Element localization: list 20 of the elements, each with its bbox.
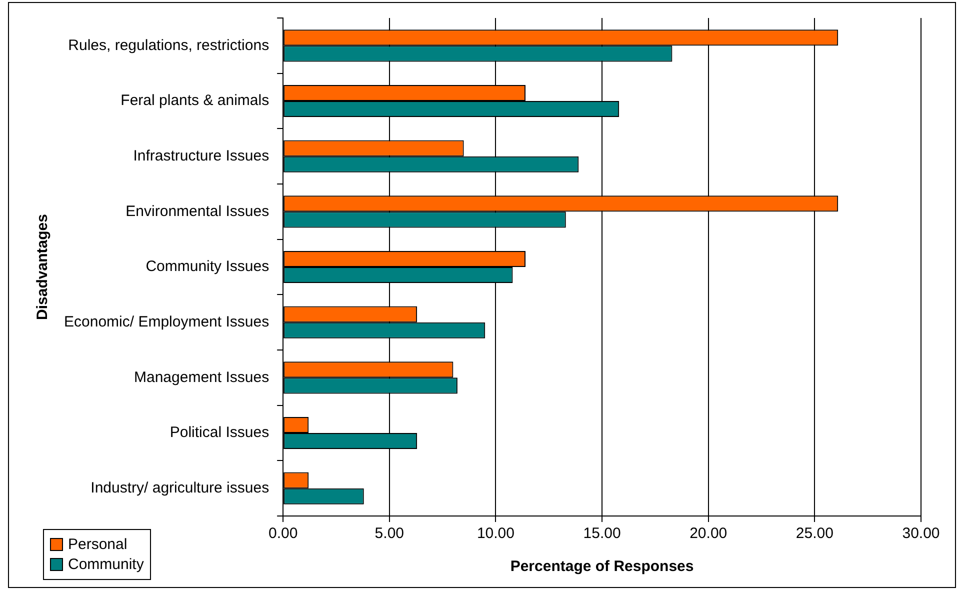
x-tick-label: 25.00 (796, 525, 834, 542)
y-tick-label: Political Issues (170, 424, 270, 442)
x-tick-label: 30.00 (902, 525, 940, 542)
legend-label: Community (68, 556, 144, 573)
y-tick-label: Environmental Issues (126, 202, 270, 220)
legend-label: Personal (68, 536, 128, 553)
y-tick-label: Management Issues (134, 368, 270, 386)
y-tick-label: Community Issues (146, 258, 270, 276)
y-tick-label: Economic/ Employment Issues (64, 313, 270, 330)
x-axis-title: Percentage of Responses (510, 558, 694, 576)
x-tick-label: 15.00 (583, 525, 621, 542)
y-axis-title: Disadvantages (34, 214, 52, 320)
x-tick-label: 0.00 (268, 525, 298, 542)
y-tick-label: Industry/ agriculture issues (90, 479, 270, 496)
x-tick-label: 20.00 (690, 525, 728, 542)
x-tick-label: 10.00 (476, 525, 514, 542)
y-tick-label: Infrastructure Issues (133, 147, 270, 164)
y-tick-label: Rules, regulations, restrictions (68, 36, 270, 54)
x-tick-label: 5.00 (374, 525, 404, 542)
y-tick-label: Feral plants & animals (120, 92, 270, 110)
